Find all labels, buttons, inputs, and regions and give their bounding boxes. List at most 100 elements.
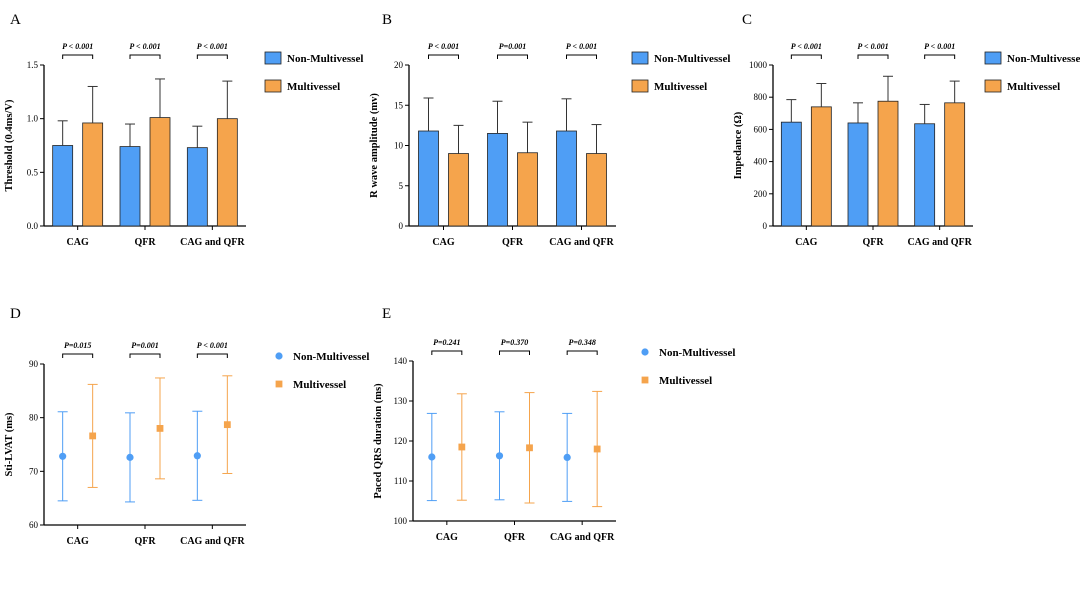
y-tick-label: 1.0 bbox=[27, 114, 39, 124]
significance-label: P < 0.001 bbox=[62, 42, 93, 51]
y-tick-label: 600 bbox=[754, 124, 768, 134]
category-label: CAG and QFR bbox=[180, 237, 245, 248]
legend-label: Non-Multivessel bbox=[293, 351, 369, 363]
significance-bracket bbox=[196, 353, 228, 358]
significance-bracket bbox=[497, 54, 528, 59]
legend-swatch bbox=[641, 348, 649, 356]
bar bbox=[216, 118, 238, 227]
significance-bracket bbox=[196, 54, 228, 59]
category-label: CAG and QFR bbox=[549, 237, 614, 248]
category-label: CAG bbox=[432, 237, 454, 248]
significance-label: P=0.001 bbox=[499, 42, 526, 51]
y-tick-label: 120 bbox=[394, 436, 408, 446]
panel-b: B 0 5 10 15 20 R wave amplitude (mv) CAG P < 0.0… bbox=[369, 12, 730, 248]
panel-letter: E bbox=[382, 306, 391, 322]
significance-label: P=0.241 bbox=[433, 338, 460, 347]
bar bbox=[914, 123, 936, 227]
y-axis-title: Impedance (Ω) bbox=[733, 111, 744, 179]
legend-label: Non-Multivessel bbox=[654, 53, 730, 65]
significance-label: P=0.370 bbox=[501, 338, 528, 347]
bar bbox=[847, 122, 869, 227]
legend-swatch bbox=[984, 51, 1002, 65]
significance-bracket bbox=[924, 54, 956, 59]
panel-e: E 100 110 120 130 140 Paced QRS duration (ms) C… bbox=[373, 306, 735, 543]
category-label: CAG bbox=[436, 532, 458, 543]
y-tick-label: 60 bbox=[29, 520, 39, 530]
legend-swatch bbox=[275, 352, 283, 360]
panel-d: D 60 70 80 90 Sti-LVAT (ms) CAG P=0.015 QFR P=0.0… bbox=[4, 306, 369, 547]
bar bbox=[517, 152, 538, 227]
category-label: QFR bbox=[504, 532, 526, 543]
category-label: CAG bbox=[795, 237, 817, 248]
bar bbox=[487, 133, 508, 227]
category-label: QFR bbox=[134, 237, 156, 248]
significance-label: P < 0.001 bbox=[197, 341, 228, 350]
legend-label: Multivessel bbox=[659, 375, 712, 387]
bar bbox=[418, 130, 439, 227]
category-label: QFR bbox=[502, 237, 524, 248]
data-point bbox=[495, 452, 504, 460]
y-axis-title: Sti-LVAT (ms) bbox=[4, 412, 15, 477]
data-point bbox=[593, 445, 601, 453]
y-tick-label: 0 bbox=[399, 221, 404, 231]
y-tick-label: 0 bbox=[763, 221, 768, 231]
y-axis-title: Threshold (0.4ms/V) bbox=[4, 99, 15, 191]
data-point bbox=[193, 452, 201, 460]
significance-label: P=0.348 bbox=[568, 338, 595, 347]
legend-swatch bbox=[984, 79, 1002, 93]
y-tick-label: 80 bbox=[29, 413, 39, 423]
data-point bbox=[89, 432, 97, 440]
y-tick-label: 400 bbox=[754, 157, 768, 167]
y-tick-label: 110 bbox=[394, 476, 408, 486]
legend-swatch bbox=[641, 376, 649, 384]
y-tick-label: 20 bbox=[394, 60, 404, 70]
significance-label: P=0.015 bbox=[64, 341, 91, 350]
bar bbox=[52, 145, 74, 227]
significance-label: P < 0.001 bbox=[129, 42, 160, 51]
legend-swatch bbox=[631, 51, 649, 65]
legend-label: Multivessel bbox=[287, 81, 340, 93]
legend-swatch bbox=[275, 380, 283, 388]
bar bbox=[810, 106, 832, 227]
y-tick-label: 5 bbox=[399, 181, 404, 191]
category-label: CAG bbox=[67, 536, 89, 547]
y-tick-label: 10 bbox=[394, 141, 404, 151]
y-tick-label: 0.5 bbox=[27, 167, 39, 177]
data-point bbox=[156, 425, 164, 432]
y-tick-label: 0.0 bbox=[27, 221, 39, 231]
data-point bbox=[458, 443, 466, 451]
y-tick-label: 70 bbox=[29, 466, 39, 476]
significance-bracket bbox=[566, 350, 598, 355]
panel-a: A 0.0 0.5 1.0 1.5 Threshold (0.4ms/V) CAG P < 0… bbox=[4, 12, 363, 248]
y-tick-label: 1.5 bbox=[27, 60, 39, 70]
significance-bracket bbox=[62, 54, 94, 59]
bar bbox=[877, 100, 899, 227]
panel-letter: D bbox=[10, 306, 21, 322]
y-axis-title: Paced QRS duration (ms) bbox=[373, 383, 384, 499]
significance-label: P < 0.001 bbox=[197, 42, 228, 51]
data-point bbox=[563, 453, 571, 461]
panel-letter: B bbox=[382, 12, 392, 28]
significance-label: P < 0.001 bbox=[791, 42, 822, 51]
data-point bbox=[526, 444, 533, 452]
y-tick-label: 1000 bbox=[749, 60, 768, 70]
panel-letter: C bbox=[742, 12, 752, 28]
y-tick-label: 90 bbox=[29, 359, 39, 369]
bar bbox=[556, 130, 577, 227]
significance-bracket bbox=[129, 353, 161, 358]
significance-label: P < 0.001 bbox=[924, 42, 955, 51]
category-label: CAG and QFR bbox=[180, 536, 245, 547]
significance-bracket bbox=[857, 54, 889, 59]
legend-label: Non-Multivessel bbox=[1007, 53, 1080, 65]
legend-label: Multivessel bbox=[293, 379, 346, 391]
bar bbox=[149, 117, 171, 227]
data-point bbox=[223, 421, 231, 429]
significance-bracket bbox=[431, 350, 463, 355]
category-label: QFR bbox=[862, 237, 884, 248]
significance-bracket bbox=[566, 54, 597, 59]
data-point bbox=[126, 453, 134, 461]
bar bbox=[119, 146, 141, 227]
legend-label: Non-Multivessel bbox=[659, 347, 735, 359]
legend-label: Multivessel bbox=[654, 81, 707, 93]
